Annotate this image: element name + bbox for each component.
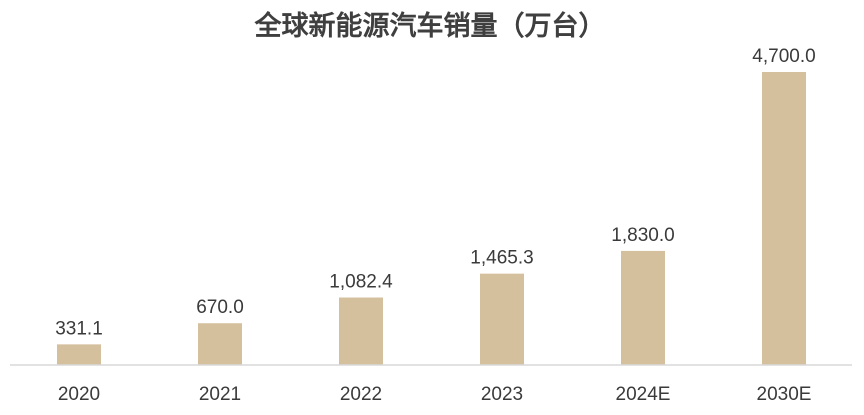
- x-tick-2030E: 2030E: [757, 384, 812, 405]
- data-label-2020: 331.1: [55, 318, 103, 339]
- bar-2023: [480, 273, 524, 365]
- x-tick-2023: 2023: [481, 384, 523, 405]
- x-tick-2020: 2020: [58, 384, 100, 405]
- x-tick-2024E: 2024E: [616, 384, 671, 405]
- chart-title: 全球新能源汽车销量（万台）: [254, 10, 606, 42]
- bars-group: 331.1 670.0 1,082.4 1,465.3 1,830.0 4,700.0: [55, 46, 816, 365]
- bar-2030E: [762, 72, 806, 365]
- data-label-2023: 1,465.3: [470, 248, 533, 269]
- bar-2024E: [621, 250, 665, 365]
- x-tick-2022: 2022: [340, 384, 382, 405]
- data-label-2024E: 1,830.0: [611, 225, 674, 246]
- x-tick-2021: 2021: [199, 384, 241, 405]
- data-label-2021: 670.0: [196, 297, 244, 318]
- bar-2020: [57, 344, 101, 365]
- bar-2021: [198, 323, 242, 365]
- x-tick-labels: 2020 2021 2022 2023 2024E 2030E: [58, 384, 812, 405]
- data-label-2022: 1,082.4: [329, 272, 393, 293]
- data-label-2030E: 4,700.0: [752, 46, 815, 67]
- bar-2022: [339, 297, 383, 365]
